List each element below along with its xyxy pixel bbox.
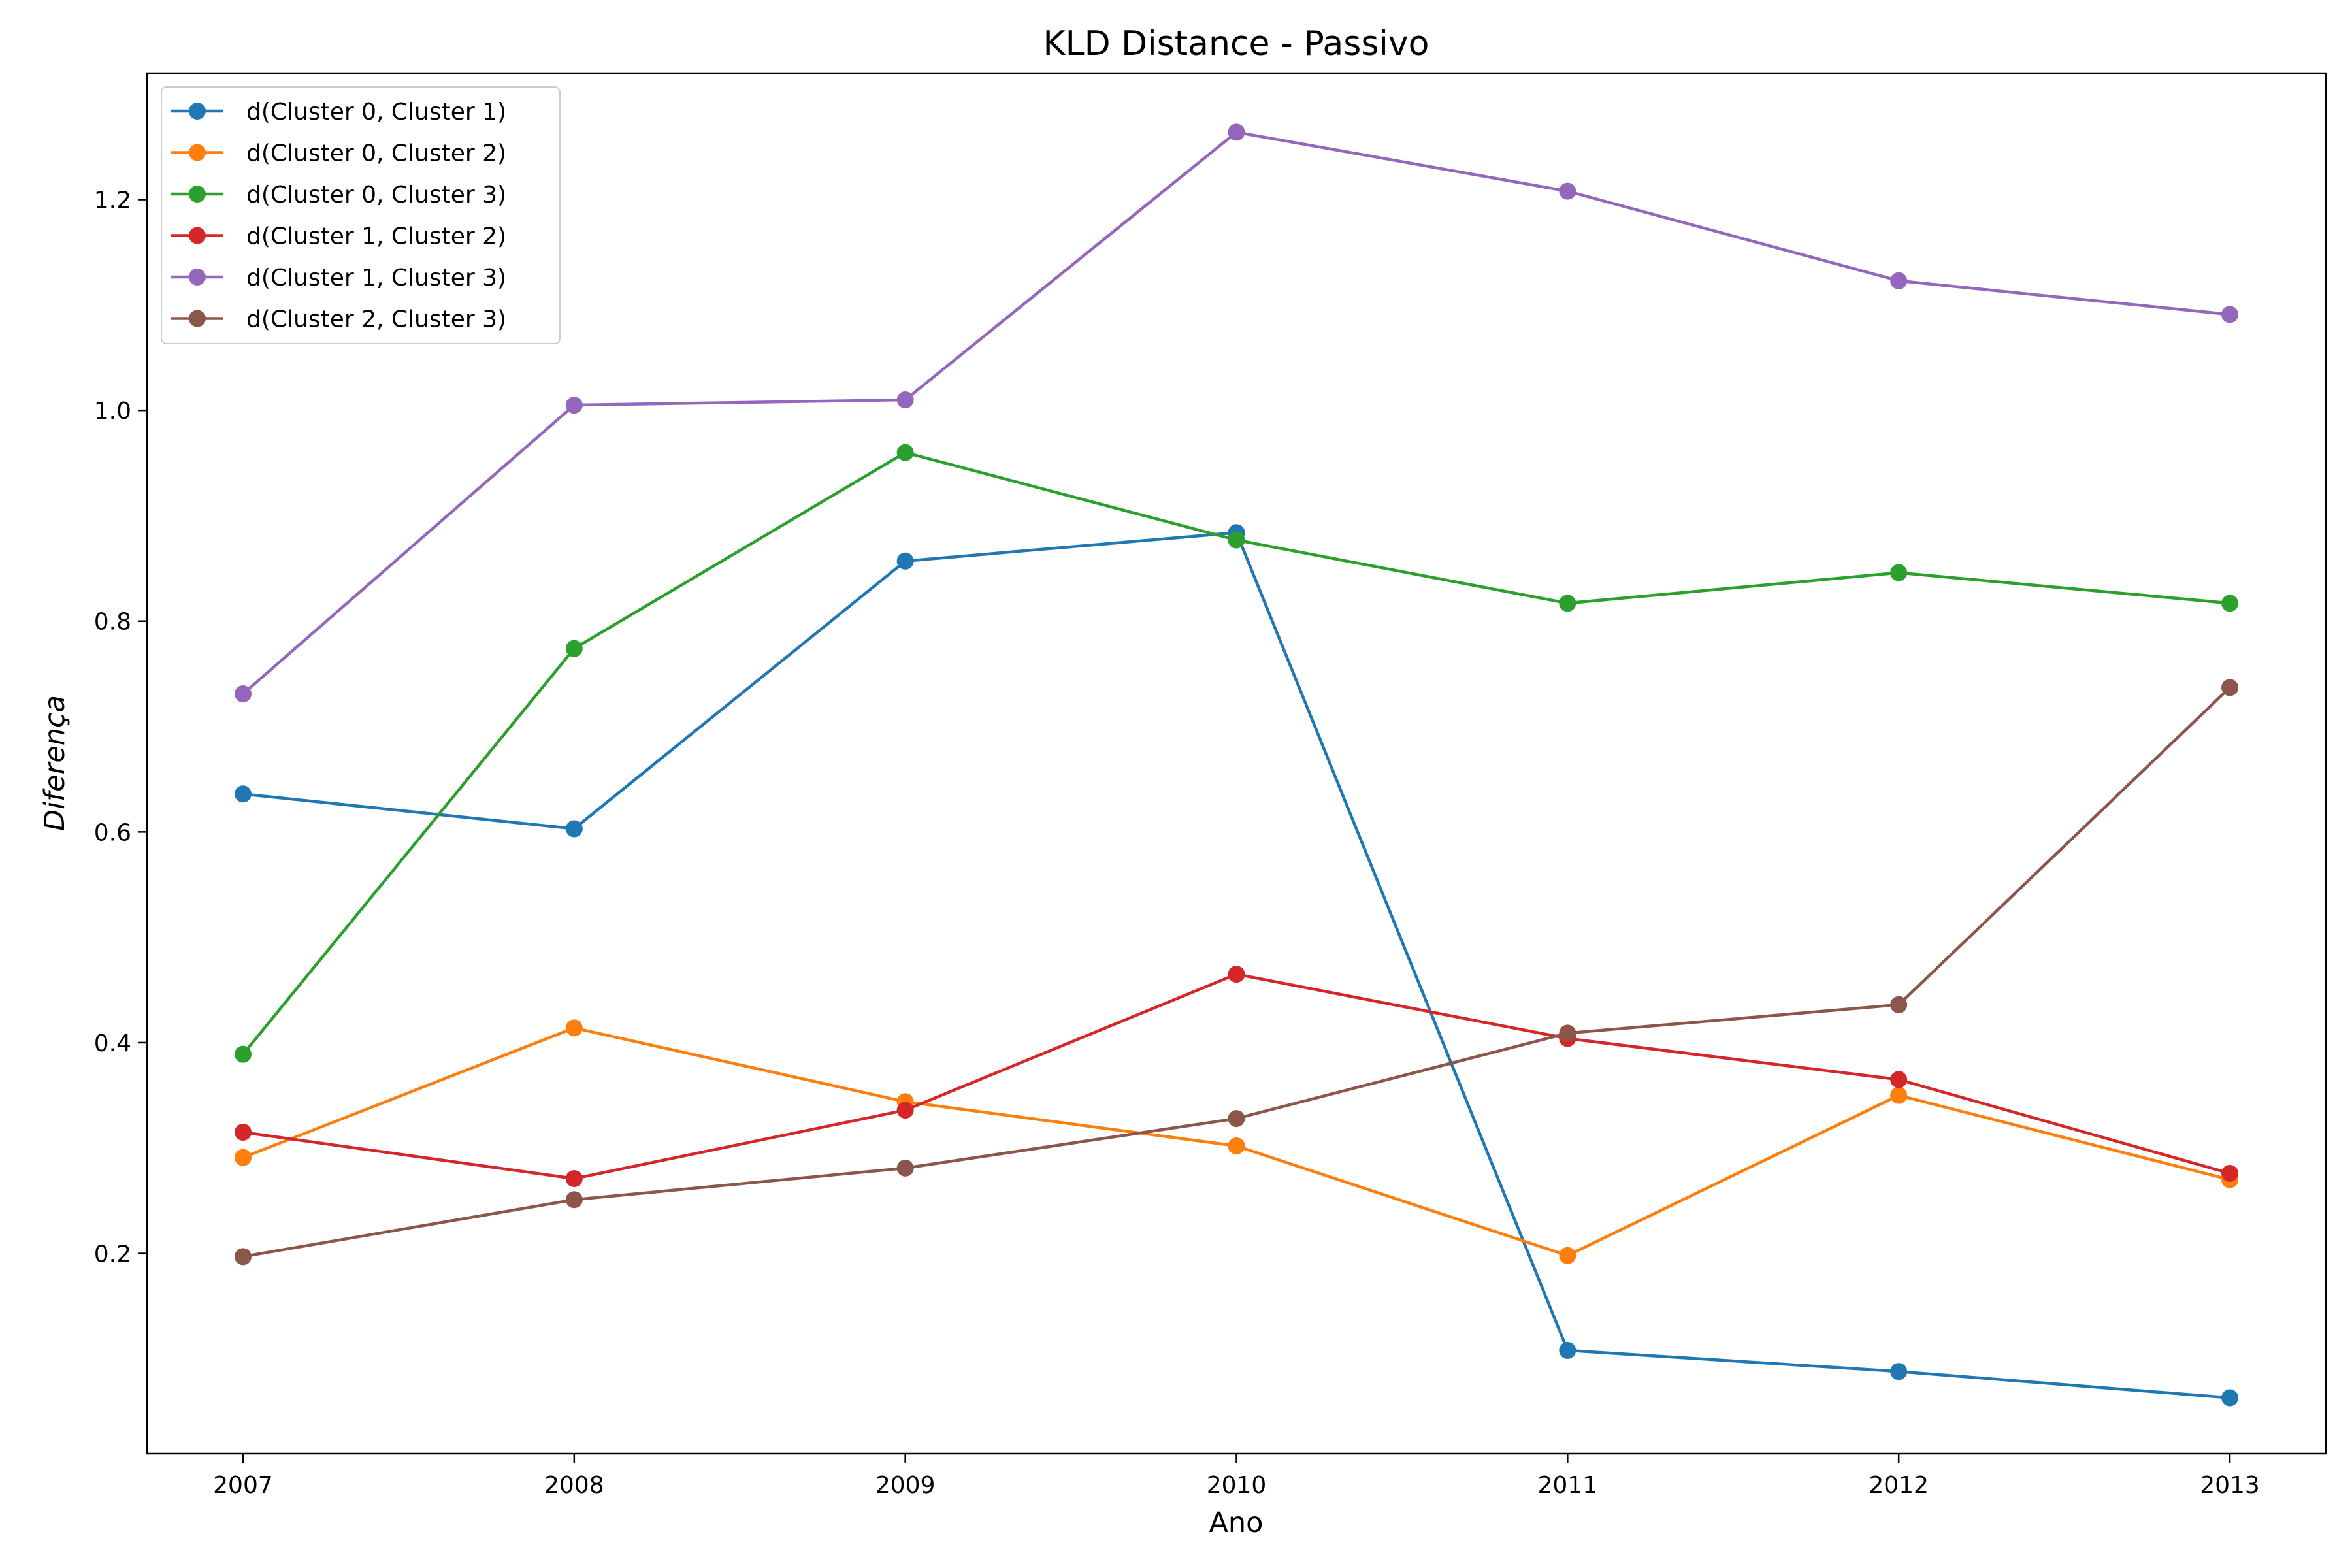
data-point xyxy=(1559,1341,1576,1359)
x-tick-label: 2009 xyxy=(875,1472,936,1499)
data-point xyxy=(896,391,914,409)
data-point xyxy=(2221,595,2239,612)
data-point xyxy=(1228,531,1245,549)
legend: d(Cluster 0, Cluster 1) d(Cluster 0, Clus… xyxy=(161,86,561,344)
legend-label: d(Cluster 1, Cluster 3) xyxy=(246,265,506,291)
x-tick-label: 2008 xyxy=(544,1472,604,1499)
series-3 xyxy=(234,966,2239,1188)
data-point xyxy=(1890,1363,1908,1380)
data-point xyxy=(234,1045,252,1063)
data-point xyxy=(565,1191,583,1209)
data-point xyxy=(1890,272,1908,289)
series-1 xyxy=(234,1019,2239,1264)
series-5 xyxy=(234,679,2239,1266)
y-tick-label: 1.0 xyxy=(94,398,131,425)
data-point xyxy=(2221,1164,2239,1182)
y-tick-label: 0.4 xyxy=(94,1030,131,1057)
data-point xyxy=(1890,564,1908,581)
y-tick-label: 0.2 xyxy=(94,1241,131,1268)
data-point xyxy=(1228,966,1245,983)
x-tick-label: 2012 xyxy=(1869,1472,1929,1499)
series-0 xyxy=(234,524,2239,1407)
data-point xyxy=(565,1170,583,1188)
data-point xyxy=(896,552,914,570)
data-point xyxy=(896,1159,914,1177)
series-line xyxy=(242,531,2230,1399)
x-tick-label: 2013 xyxy=(2200,1472,2260,1499)
legend-item: d(Cluster 0, Cluster 3) xyxy=(171,182,506,208)
x-axis: 2007 2008 2009 2010 2011 2012 2013 xyxy=(213,1454,2260,1499)
y-axis: 0.2 0.4 0.6 0.8 1.0 1.2 xyxy=(94,188,147,1268)
data-point xyxy=(565,820,583,838)
data-point xyxy=(1559,1247,1576,1264)
y-tick-label: 1.2 xyxy=(94,188,131,214)
legend-item: d(Cluster 0, Cluster 2) xyxy=(171,140,506,167)
data-point xyxy=(1559,1024,1576,1042)
data-point xyxy=(234,785,252,803)
legend-marker xyxy=(189,103,206,120)
legend-item: d(Cluster 0, Cluster 1) xyxy=(171,99,506,125)
legend-item: d(Cluster 1, Cluster 2) xyxy=(171,223,506,250)
legend-item: d(Cluster 1, Cluster 3) xyxy=(171,265,506,291)
legend-marker xyxy=(189,269,206,286)
data-point xyxy=(234,1149,252,1166)
legend-label: d(Cluster 0, Cluster 2) xyxy=(246,140,506,167)
legend-item: d(Cluster 2, Cluster 3) xyxy=(171,306,506,333)
data-point xyxy=(565,1019,583,1037)
x-tick-label: 2007 xyxy=(213,1472,273,1499)
legend-label: d(Cluster 0, Cluster 1) xyxy=(246,99,506,125)
y-tick-label: 0.6 xyxy=(94,819,131,846)
y-tick-label: 0.8 xyxy=(94,609,131,636)
data-point xyxy=(234,1248,252,1266)
data-point xyxy=(1890,1086,1908,1104)
legend-box xyxy=(161,86,561,344)
data-point xyxy=(1228,1110,1245,1128)
y-axis-label: Diferença xyxy=(39,695,71,831)
data-point xyxy=(1228,123,1245,141)
data-point xyxy=(1559,182,1576,200)
x-axis-label: Ano xyxy=(1209,1507,1264,1539)
data-point xyxy=(1228,1137,1245,1155)
data-point xyxy=(896,444,914,461)
data-point xyxy=(896,1102,914,1119)
legend-marker xyxy=(189,144,206,161)
legend-marker xyxy=(189,310,206,327)
data-point xyxy=(565,397,583,414)
legend-label: d(Cluster 1, Cluster 2) xyxy=(246,223,506,250)
data-point xyxy=(1890,1071,1908,1088)
data-point xyxy=(2221,1389,2239,1407)
plot-content xyxy=(234,123,2239,1407)
data-point xyxy=(1890,996,1908,1013)
data-point xyxy=(2221,679,2239,696)
data-point xyxy=(2221,306,2239,323)
legend-label: d(Cluster 2, Cluster 3) xyxy=(246,306,506,333)
legend-marker xyxy=(189,227,206,244)
series-4 xyxy=(234,123,2239,703)
legend-label: d(Cluster 0, Cluster 3) xyxy=(246,182,506,208)
data-point xyxy=(1559,595,1576,612)
legend-marker xyxy=(189,186,206,203)
data-point xyxy=(234,685,252,703)
data-point xyxy=(234,1124,252,1141)
chart-title: KLD Distance - Passivo xyxy=(1043,24,1429,63)
x-tick-label: 2011 xyxy=(1538,1472,1598,1499)
data-point xyxy=(565,640,583,657)
series-2 xyxy=(234,444,2239,1063)
x-tick-label: 2010 xyxy=(1207,1472,1267,1499)
